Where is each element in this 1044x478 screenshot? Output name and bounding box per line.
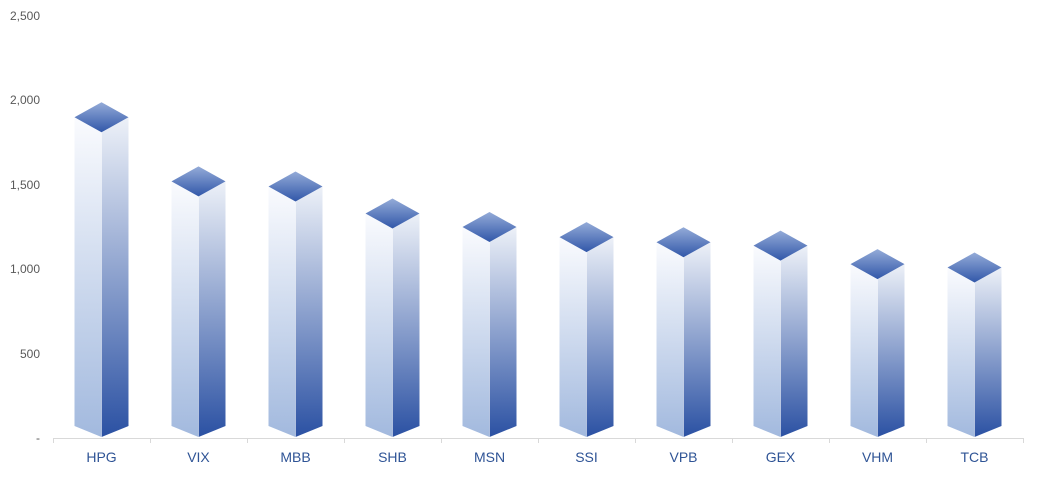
x-axis-label-vpb: VPB [669, 449, 698, 465]
x-axis-label-ssi: SSI [575, 449, 598, 465]
bar-vix[interactable] [171, 166, 226, 437]
x-axis-label-gex: GEX [765, 449, 796, 465]
x-axis-label-msn: MSN [473, 449, 506, 465]
x-axis-label-hpg: HPG [86, 449, 117, 465]
y-axis-tick-label: 1,500 [9, 177, 40, 192]
x-axis-tick [635, 438, 636, 443]
bar-hpg[interactable] [74, 102, 129, 437]
x-axis-label-mbb: MBB [280, 449, 311, 465]
bar-tcb[interactable] [947, 252, 1002, 437]
y-axis-tick-label: 500 [19, 346, 40, 361]
x-axis-tick [53, 438, 54, 443]
bar-mbb[interactable] [268, 171, 323, 437]
bar-msn[interactable] [462, 212, 517, 437]
x-axis-tick [150, 438, 151, 443]
y-axis-tick-label: 2,500 [9, 9, 40, 23]
x-axis-tick [344, 438, 345, 443]
y-axis-tick-label: 2,000 [9, 93, 40, 108]
bar-vhm[interactable] [850, 249, 905, 437]
x-axis-tick [732, 438, 733, 443]
bar-ssi[interactable] [559, 222, 614, 437]
bar-gex[interactable] [753, 230, 808, 437]
x-axis-tick [829, 438, 830, 443]
y-axis-tick-label: 1,000 [9, 262, 40, 277]
x-axis-label-shb: SHB [378, 449, 407, 465]
x-axis-label-vix: VIX [187, 449, 210, 465]
x-axis-label-tcb: TCB [960, 449, 989, 465]
x-axis-tick [441, 438, 442, 443]
y-axis-tick-label: - [36, 431, 40, 445]
x-axis-tick [538, 438, 539, 443]
x-axis-tick [247, 438, 248, 443]
bar-shb[interactable] [365, 198, 420, 437]
x-axis-tick [926, 438, 927, 443]
x-axis-label-vhm: VHM [861, 449, 894, 465]
bar-vpb[interactable] [656, 227, 711, 437]
x-axis-tick [1023, 438, 1024, 443]
